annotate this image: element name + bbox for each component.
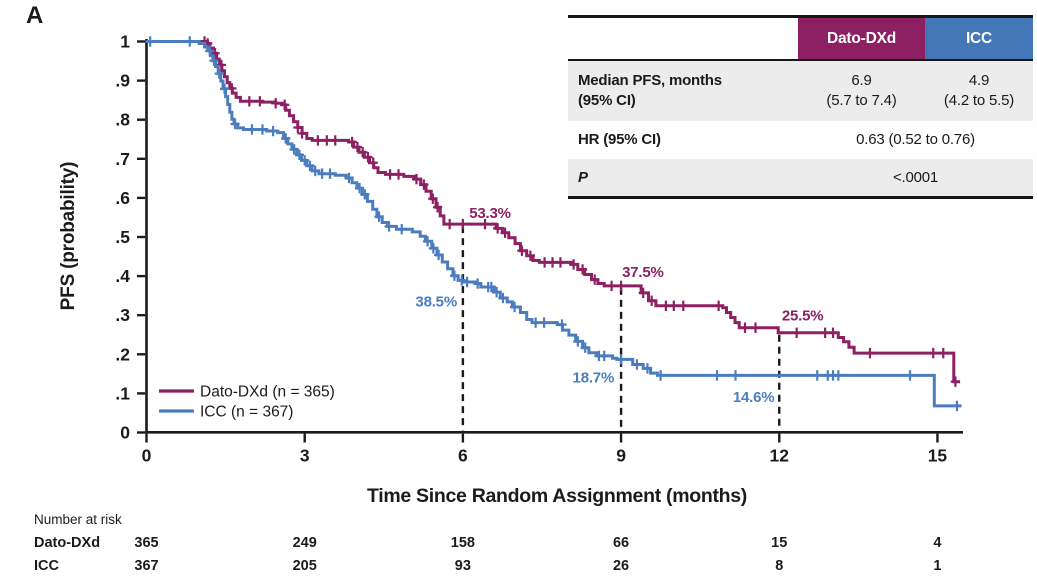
x-tick-label: 6 (458, 446, 468, 466)
median-pfs-label: Median PFS, months (95% CI) (568, 60, 798, 121)
inset-header-dato: Dato-DXd (798, 16, 925, 61)
y-tick-label: .2 (115, 344, 130, 364)
number-at-risk-title: Number at risk (34, 512, 122, 527)
risk-count: 93 (454, 558, 471, 574)
risk-count: 66 (612, 535, 630, 551)
risk-count: 158 (450, 535, 475, 551)
median-pfs-icc-value: 4.9 (4.2 to 5.5) (925, 60, 1033, 121)
annotation-icc-18.7%: 18.7% (573, 369, 615, 386)
median-pfs-dato-line1: 6.9 (851, 72, 872, 89)
censor-marks-icc (145, 36, 962, 412)
inset-header-row: Dato-DXd ICC (568, 16, 1033, 61)
legend-label-icc: ICC (n = 367) (200, 404, 293, 421)
risk-count: 4 (933, 535, 942, 551)
y-tick-label: .6 (115, 188, 130, 208)
x-tick-label: 0 (142, 446, 152, 466)
median-pfs-icc-line1: 4.9 (968, 72, 990, 89)
hr-value: 0.63 (0.52 to 0.76) (798, 121, 1033, 159)
inset-header-empty (568, 16, 798, 61)
inset-row-p: P <.0001 (568, 159, 1033, 198)
x-tick-label: 12 (770, 446, 790, 466)
risk-count: 26 (612, 558, 630, 574)
x-tick-label: 3 (300, 446, 310, 466)
median-pfs-dato-line2: (5.7 to 7.4) (826, 92, 897, 109)
risk-count: 249 (292, 535, 317, 551)
risk-count: 8 (775, 558, 784, 574)
inset-row-hr: HR (95% CI) 0.63 (0.52 to 0.76) (568, 121, 1033, 159)
x-axis-title: Time Since Random Assignment (months) (366, 485, 748, 507)
legend-label-dato: Dato-DXd (n = 365) (200, 384, 335, 401)
y-tick-label: .1 (115, 383, 130, 403)
x-tick-label: 9 (616, 446, 626, 466)
p-label: P (568, 159, 798, 198)
y-tick-label: .9 (115, 71, 130, 91)
inset-row-median-pfs: Median PFS, months (95% CI) 6.9 (5.7 to … (568, 60, 1033, 121)
y-tick-label: 0 (120, 423, 130, 443)
risk-count: 367 (134, 558, 159, 574)
risk-count: 365 (134, 535, 159, 551)
annotation-dato-53.3%: 53.3% (469, 205, 511, 222)
risk-count: 1 (933, 558, 942, 574)
median-pfs-label-line2: (95% CI) (578, 92, 636, 109)
inset-header-icc: ICC (925, 16, 1033, 61)
p-value: <.0001 (798, 159, 1033, 198)
risk-count: 15 (771, 535, 788, 551)
annotation-dato-25.5%: 25.5% (782, 307, 824, 324)
risk-row-label-Dato-DXd: Dato-DXd (34, 535, 101, 551)
y-tick-label: .8 (115, 110, 130, 130)
risk-row-label-ICC: ICC (34, 558, 59, 574)
median-pfs-icc-line2: (4.2 to 5.5) (943, 92, 1015, 109)
y-tick-label: .4 (115, 266, 130, 286)
censor-marks-dato (199, 36, 960, 387)
inset-stats-table: Dato-DXd ICC Median PFS, months (95% CI)… (568, 15, 1033, 199)
annotation-dato-37.5%: 37.5% (622, 264, 664, 281)
panel-label: A (26, 2, 44, 29)
annotation-icc-38.5%: 38.5% (415, 294, 457, 311)
y-tick-label: .5 (115, 227, 130, 247)
y-tick-label: .3 (115, 305, 130, 325)
median-pfs-dato-value: 6.9 (5.7 to 7.4) (798, 60, 925, 121)
annotation-icc-14.6%: 14.6% (733, 389, 775, 406)
y-tick-label: 1 (120, 32, 130, 52)
hr-label: HR (95% CI) (568, 121, 798, 159)
risk-count: 205 (292, 558, 317, 574)
y-tick-label: .7 (115, 149, 130, 169)
x-tick-label: 15 (928, 446, 948, 466)
km-curve-icc (146, 40, 962, 408)
median-pfs-label-line1: Median PFS, months (578, 72, 722, 89)
